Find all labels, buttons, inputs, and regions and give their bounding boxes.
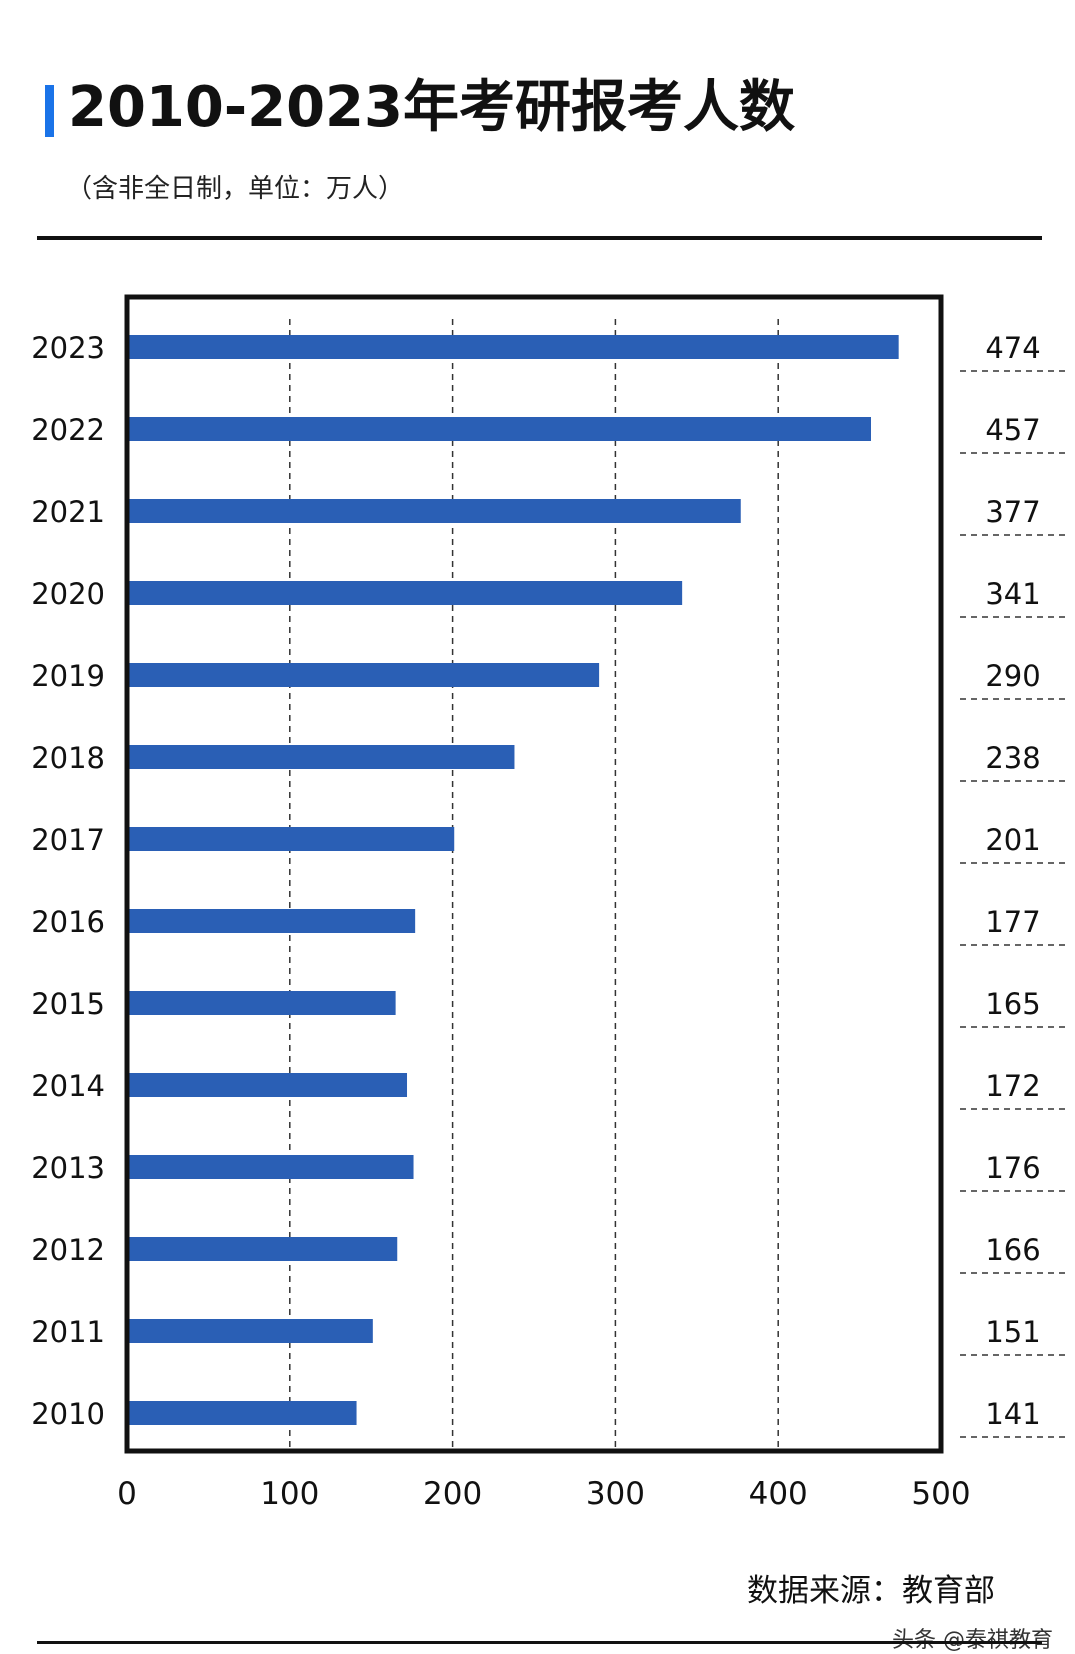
bar — [127, 745, 515, 769]
value-label: 290 — [985, 659, 1040, 693]
value-label: 172 — [985, 1069, 1040, 1103]
x-tick-label: 500 — [911, 1476, 970, 1512]
category-label: 2012 — [31, 1233, 105, 1267]
category-label: 2016 — [31, 905, 105, 939]
value-label: 166 — [985, 1233, 1040, 1267]
category-label: 2017 — [31, 823, 105, 857]
category-label: 2013 — [31, 1151, 105, 1185]
bar — [127, 499, 741, 523]
bar — [127, 417, 871, 441]
category-label: 2019 — [31, 659, 105, 693]
category-label: 2020 — [31, 577, 105, 611]
x-tick-label: 200 — [423, 1476, 482, 1512]
plot-frame — [124, 294, 944, 1454]
page-subtitle: （含非全日制，单位：万人） — [66, 174, 405, 204]
data-source: 数据来源：教育部 — [747, 1573, 995, 1609]
category-label: 2023 — [31, 331, 105, 365]
value-label: 474 — [985, 331, 1040, 365]
bar — [127, 1155, 414, 1179]
title-accent-bar — [45, 85, 54, 137]
value-label: 377 — [985, 495, 1040, 529]
x-tick-label: 300 — [586, 1476, 645, 1512]
category-label: 2022 — [31, 413, 105, 447]
category-label: 2011 — [31, 1315, 105, 1349]
bar — [127, 909, 416, 933]
category-label: 2014 — [31, 1069, 105, 1103]
bar — [127, 1237, 398, 1261]
bar — [127, 581, 683, 605]
watermark: 头条 @泰祺教育 — [892, 1622, 1053, 1654]
category-label: 2018 — [31, 741, 105, 775]
value-label: 151 — [985, 1315, 1040, 1349]
bar — [127, 1319, 373, 1343]
value-label: 176 — [985, 1151, 1040, 1185]
bar — [127, 335, 899, 359]
bar — [127, 1073, 408, 1097]
value-label: 141 — [985, 1397, 1040, 1431]
value-label: 165 — [985, 987, 1040, 1021]
top-divider — [37, 236, 1042, 240]
x-tick-label: 100 — [260, 1476, 319, 1512]
value-label: 177 — [985, 905, 1040, 939]
value-label: 238 — [985, 741, 1040, 775]
value-label: 201 — [985, 823, 1040, 857]
bar — [127, 991, 396, 1015]
category-label: 2015 — [31, 987, 105, 1021]
page-title: 2010-2023年考研报考人数 — [68, 75, 795, 140]
value-label: 457 — [985, 413, 1040, 447]
bar — [127, 663, 600, 687]
bottom-divider — [37, 1641, 1042, 1644]
bar — [127, 1401, 357, 1425]
category-label: 2021 — [31, 495, 105, 529]
x-tick-label: 400 — [749, 1476, 808, 1512]
value-label: 341 — [985, 577, 1040, 611]
category-label: 2010 — [31, 1397, 105, 1431]
x-tick-label: 0 — [117, 1476, 137, 1512]
bar — [127, 827, 455, 851]
